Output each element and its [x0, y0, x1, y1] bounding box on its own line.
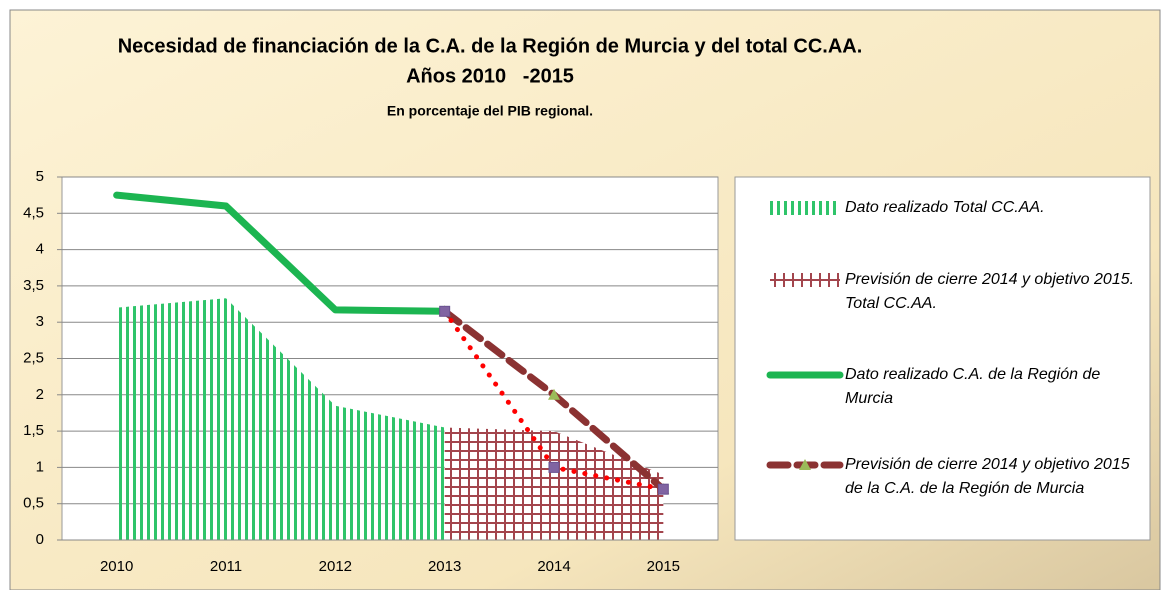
legend-marker: [799, 459, 811, 470]
y-tick-label: 5: [36, 168, 44, 185]
area: [444, 427, 664, 540]
x-tick-label: 2010: [100, 558, 133, 575]
chart-title-line2: Años 2010 -2015: [406, 65, 574, 87]
legend-label: Dato realizado Total CC.AA.: [845, 199, 1045, 216]
legend-key: [770, 201, 840, 215]
x-tick-label: 2012: [319, 558, 352, 575]
y-tick-label: 4: [36, 241, 44, 258]
x-tick-label: 2011: [210, 558, 242, 575]
legend-box: [734, 176, 1151, 541]
area: [116, 298, 445, 540]
y-tick-label: 1: [36, 458, 44, 475]
legend-label: Dato realizado C.A. de la Región de Murc…: [845, 366, 1101, 407]
chart-subtitle: En porcentaje del PIB regional.: [387, 103, 593, 119]
marker: [439, 305, 451, 317]
x-tick-label: 2013: [428, 558, 461, 575]
marker: [548, 388, 560, 400]
marker: [548, 461, 560, 473]
y-tick-label: 2,5: [23, 349, 44, 366]
y-tick-label: 0,5: [23, 495, 44, 512]
line: [113, 191, 449, 315]
legend-key: [770, 273, 840, 287]
y-tick-label: 4,5: [23, 204, 44, 221]
chart-title: Necesidad de financiación de la C.A. de …: [118, 35, 863, 57]
x-tick-label: 2015: [647, 558, 680, 575]
y-tick-label: 3: [36, 313, 44, 330]
y-tick-label: 2: [36, 386, 44, 403]
legend-label: Previsión de cierre 2014 y objetivo 2015…: [845, 456, 1130, 497]
marker: [657, 483, 669, 495]
y-tick-label: 3,5: [23, 277, 44, 294]
x-tick-label: 2014: [537, 558, 570, 575]
y-tick-label: 0: [36, 531, 44, 548]
y-tick-label: 1,5: [23, 422, 44, 439]
legend-label: Previsión de cierre 2014 y objetivo 2015…: [845, 271, 1135, 312]
